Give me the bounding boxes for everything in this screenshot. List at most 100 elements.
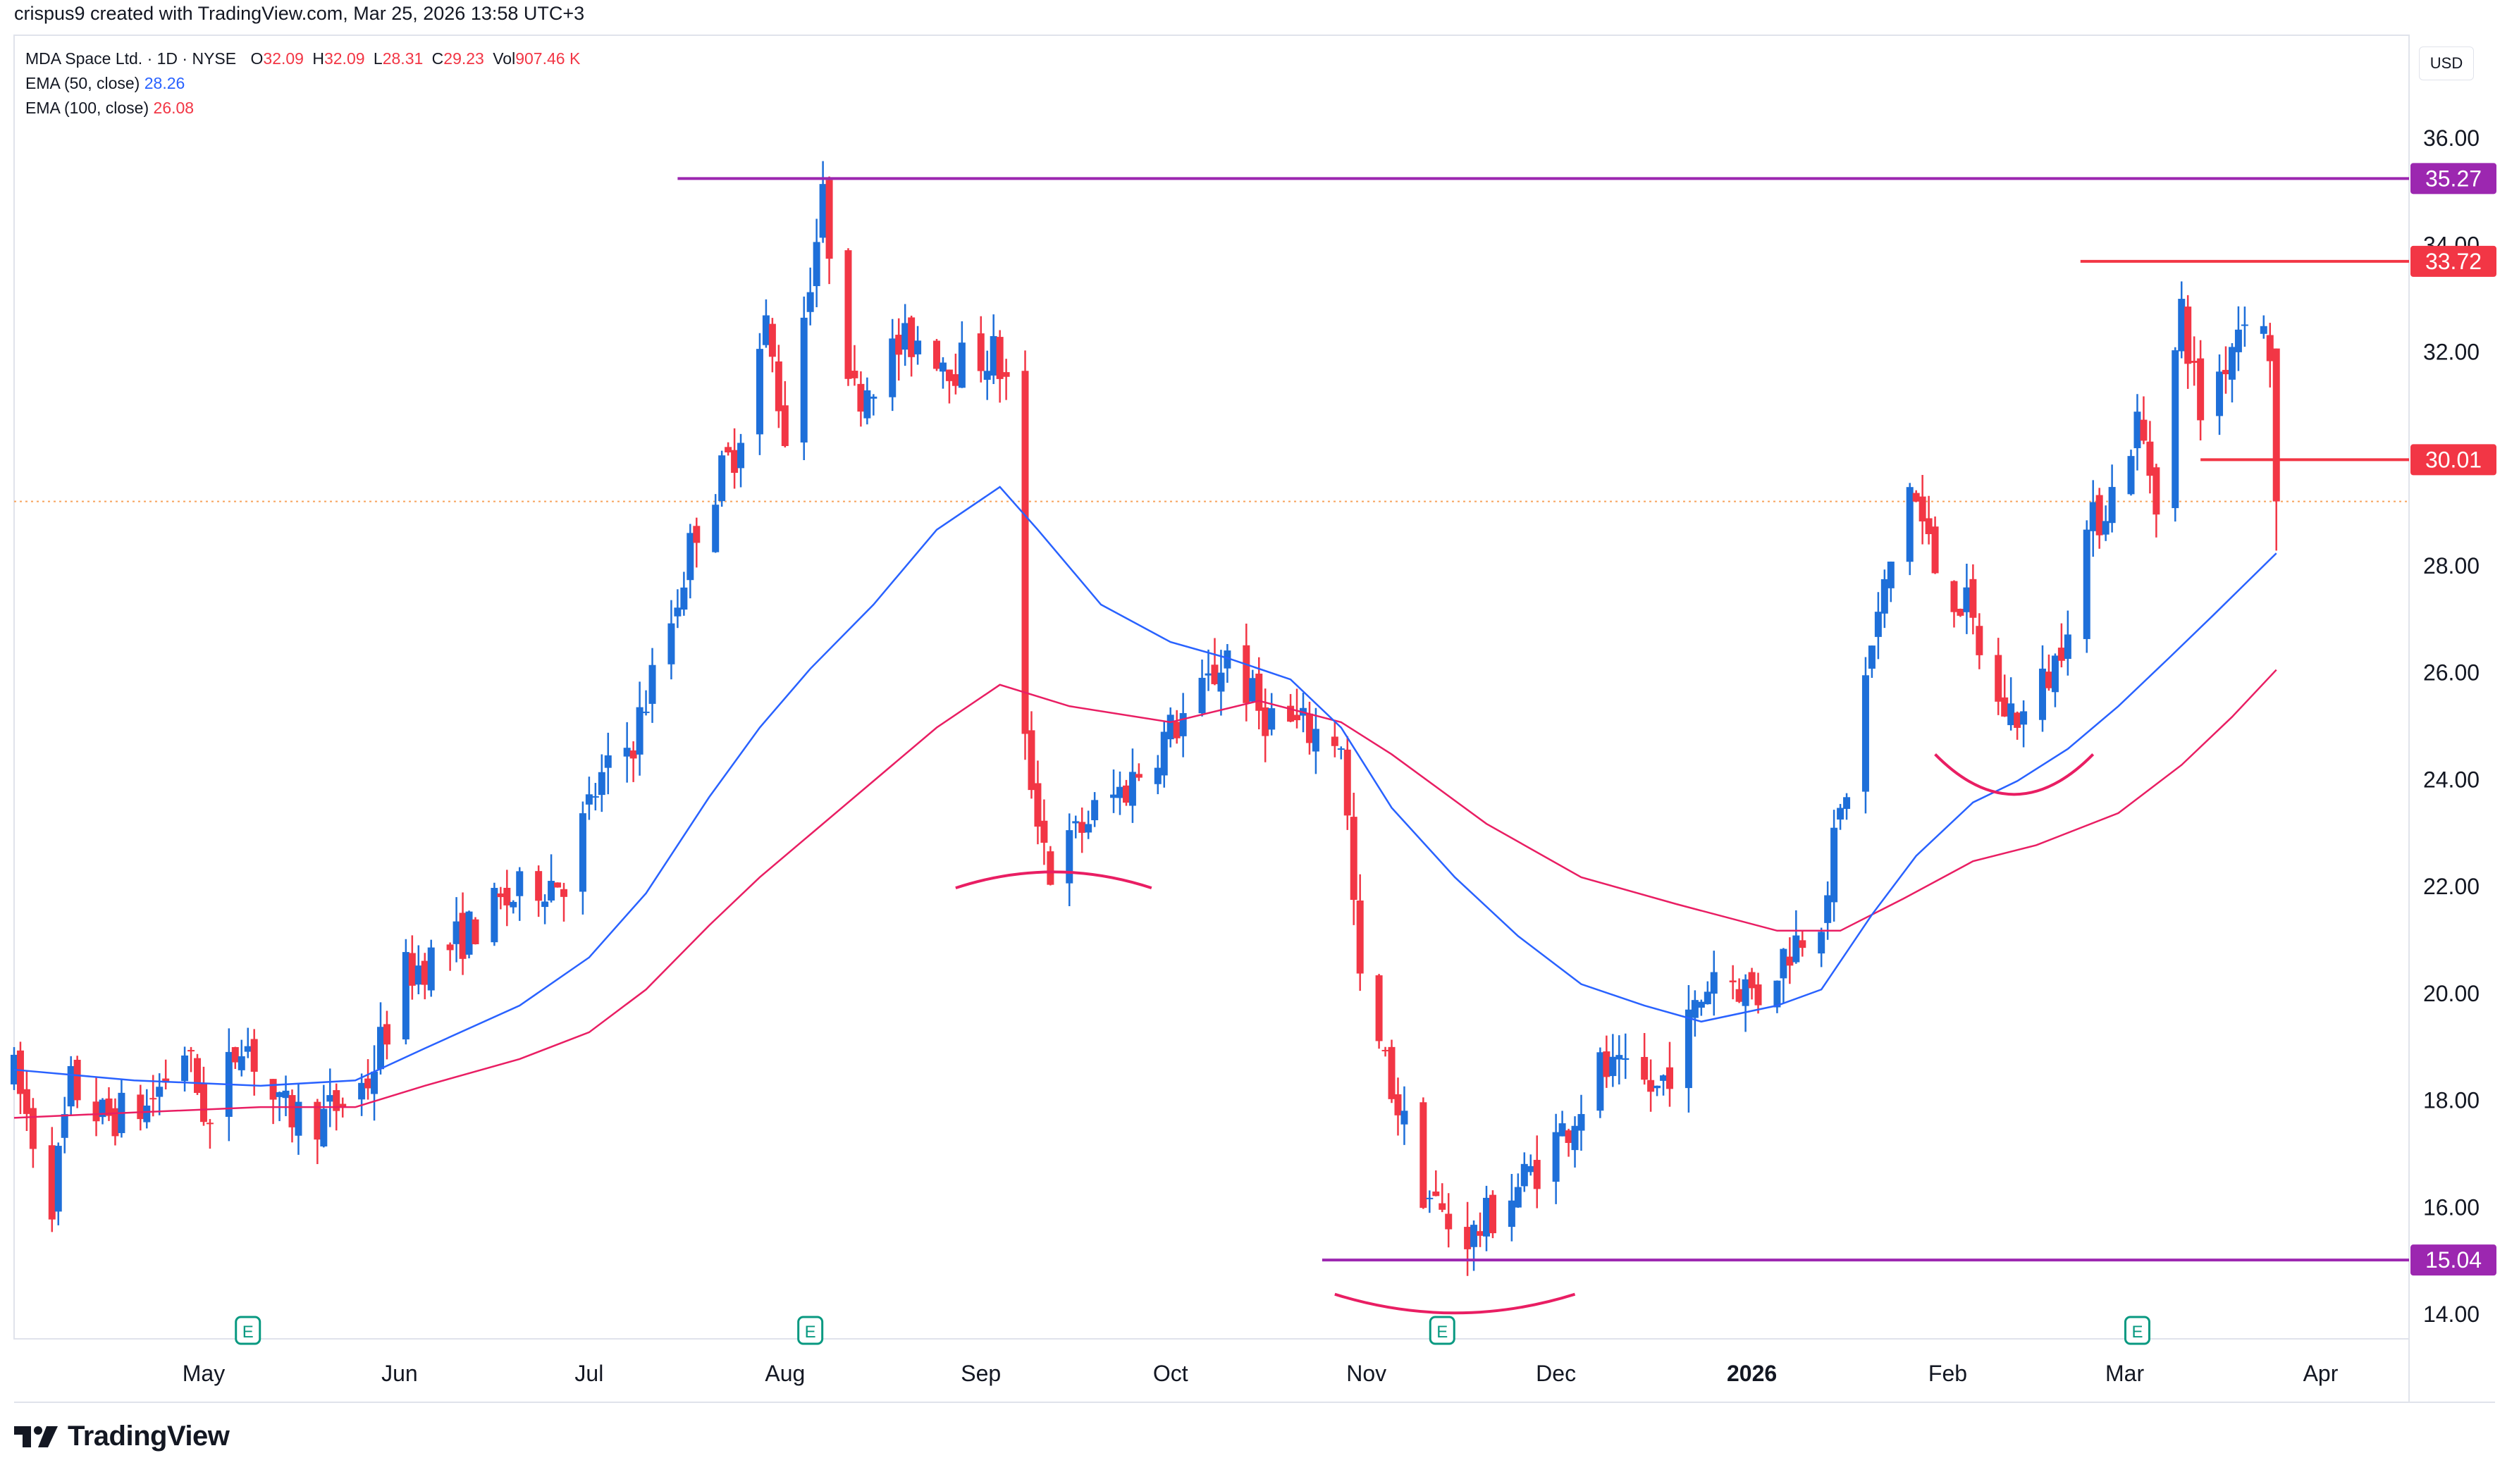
candle-body	[472, 919, 479, 944]
candle-body	[1780, 948, 1787, 979]
candle-body	[781, 405, 789, 447]
candle-body	[1198, 677, 1206, 714]
candle-body	[1773, 980, 1781, 1008]
candle-body	[648, 664, 656, 704]
candle-body	[2222, 369, 2229, 375]
candle-body	[2133, 412, 2141, 449]
candle-body	[1439, 1203, 1446, 1210]
candle-body	[383, 1024, 390, 1045]
candle-body	[2140, 419, 2148, 441]
candle-body	[2083, 529, 2090, 639]
candle-body	[1533, 1160, 1541, 1189]
candle-body	[1874, 612, 1882, 637]
symbol-row[interactable]: MDA Space Ltd. · 1D · NYSE O32.09 H32.09…	[25, 47, 580, 71]
candle-body	[244, 1046, 252, 1052]
candle-body	[427, 947, 435, 991]
price-tick-label: 22.00	[2423, 874, 2480, 899]
candle-body	[2146, 441, 2154, 476]
candle-body	[1622, 1058, 1630, 1061]
candle-body	[990, 335, 997, 376]
ema50-legend-row[interactable]: EMA (50, close) 28.26	[25, 71, 580, 96]
candle-body	[2191, 361, 2198, 363]
candle-body	[693, 526, 701, 543]
candle-body	[674, 607, 682, 617]
candle-body	[1660, 1075, 1668, 1081]
candle-body	[548, 881, 555, 901]
candle-body	[497, 893, 505, 898]
candle-body	[1483, 1197, 1491, 1237]
candle-body	[1887, 562, 1895, 588]
candle-body	[339, 1103, 347, 1107]
price-tick-label: 36.00	[2423, 125, 2480, 151]
time-tick-label: Sep	[961, 1361, 1001, 1386]
candle-body	[623, 748, 631, 757]
candle-body	[1047, 851, 1054, 885]
candle-body	[591, 796, 599, 798]
candle-body	[516, 871, 524, 896]
candle-body	[1400, 1111, 1408, 1125]
rounding-pattern-arc	[955, 870, 1152, 890]
candle-body	[446, 944, 454, 951]
candle-body	[1110, 794, 1118, 798]
candle-body	[585, 794, 593, 805]
time-tick-label: Aug	[765, 1361, 805, 1386]
candle-body	[2064, 634, 2071, 660]
candle-body	[1615, 1055, 1623, 1060]
ema50-label: EMA (50, close)	[25, 74, 140, 92]
candle-body	[414, 965, 422, 985]
candle-body	[901, 323, 909, 350]
candle-body	[1419, 1102, 1427, 1208]
currency-button[interactable]: USD	[2419, 47, 2474, 80]
ema100-legend-row[interactable]: EMA (100, close) 26.08	[25, 96, 580, 120]
candle-body	[288, 1095, 296, 1127]
earnings-marker-label: E	[805, 1323, 816, 1342]
candle-body	[408, 953, 416, 986]
price-chart[interactable]: 14.00 16.00 18.00 20.00 22.00 24.00 26.00 28.00…	[0, 0, 2519, 1409]
candle-body	[2089, 502, 2097, 531]
candle-body	[143, 1106, 151, 1123]
candle-body	[2234, 329, 2242, 352]
candle-body	[756, 349, 763, 435]
candle-body	[775, 361, 782, 412]
candle-body	[1792, 935, 1800, 963]
earnings-marker-icon	[2124, 1316, 2150, 1345]
candle-body	[1596, 1052, 1604, 1111]
candle-body	[1571, 1125, 1579, 1151]
candle-body	[1337, 748, 1345, 750]
candle-body	[162, 1078, 170, 1083]
candle-body	[1135, 774, 1143, 778]
candle-body	[1091, 800, 1099, 821]
candle-body	[1697, 1001, 1705, 1008]
time-tick-label: Apr	[2303, 1361, 2339, 1386]
candle-body	[1470, 1225, 1478, 1247]
candle-body	[364, 1078, 372, 1089]
candle-body	[2045, 672, 2052, 688]
candle-body	[712, 505, 720, 552]
candle-body	[1710, 972, 1718, 994]
candle-body	[2228, 347, 2236, 380]
price-level-badge	[2410, 1244, 2496, 1276]
candle-body	[1154, 767, 1162, 784]
candle-body	[1641, 1056, 1649, 1080]
time-tick-label: May	[183, 1361, 225, 1386]
candle-body	[870, 396, 877, 399]
candle-body	[1287, 705, 1295, 722]
candle-body	[1799, 940, 1806, 948]
candle-body	[29, 1108, 37, 1149]
candle-body	[914, 340, 922, 354]
candle-body	[1128, 772, 1136, 806]
ohlc-value: 907.46 K	[515, 49, 581, 68]
time-tick-label: Feb	[1928, 1361, 1967, 1386]
candle-body	[48, 1145, 56, 1220]
candle-body	[181, 1055, 189, 1082]
price-level-label: 33.72	[2425, 249, 2482, 274]
candle-body	[2095, 495, 2103, 536]
candle-body	[1963, 587, 1971, 612]
candle-body	[452, 921, 460, 944]
candle-body	[1685, 1009, 1692, 1089]
candle-body	[2102, 521, 2110, 535]
candle-body	[1312, 729, 1319, 752]
candle-body	[1925, 518, 1933, 535]
candle-body	[1205, 673, 1212, 676]
candle-body	[945, 369, 953, 381]
